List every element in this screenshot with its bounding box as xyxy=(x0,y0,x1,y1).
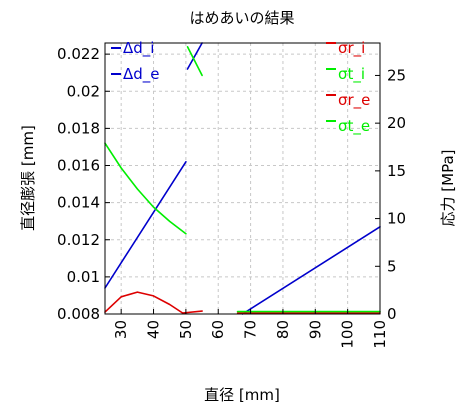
y-right-tick-label: 0 xyxy=(387,305,397,323)
plot-series xyxy=(104,42,381,315)
x-tick-label: 80 xyxy=(274,320,292,339)
series-line xyxy=(104,161,187,289)
x-axis-title: 直径 [mm] xyxy=(204,386,280,404)
y-left-axis-title: 直径膨張 [mm] xyxy=(19,125,37,231)
y-left-tick-label: 0.018 xyxy=(57,119,100,137)
x-tick-label: 110 xyxy=(371,320,389,349)
x-tick-label: 50 xyxy=(177,320,195,339)
y-right-tick-label: 5 xyxy=(387,257,397,275)
y-left-tick-label: 0.008 xyxy=(57,305,100,323)
chart-title: はめあいの結果 xyxy=(189,9,294,27)
x-tick-label: 100 xyxy=(339,320,357,349)
y-left-tick-label: 0.022 xyxy=(57,45,100,63)
legend-entry-label: σr_e xyxy=(338,91,370,110)
x-tick-label: 70 xyxy=(242,320,260,339)
legend-entry-label: σt_i xyxy=(338,65,365,84)
y-right-tick-label: 20 xyxy=(387,114,406,132)
y-right-tick-label: 10 xyxy=(387,210,406,228)
y-left-tick-label: 0.016 xyxy=(57,157,100,175)
y-left-tick-label: 0.014 xyxy=(57,194,100,212)
series-line xyxy=(186,42,203,70)
y-right-axis-title: 応力 [MPa] xyxy=(439,150,457,227)
y-left-tick-label: 0.02 xyxy=(67,82,100,100)
legend-entry-label: σr_i xyxy=(338,39,365,58)
plot-frame xyxy=(104,42,381,315)
y-right-tick-label: 25 xyxy=(387,66,406,84)
legends: Δd_i Δd_e σr_i σt_i σr_e σt_e xyxy=(111,39,370,136)
series-line xyxy=(186,45,203,77)
axes: 30 40 50 60 70 80 90 100 1100.0080.010.0120.0140… xyxy=(57,45,406,349)
series-line xyxy=(241,226,381,315)
x-tick-label: 90 xyxy=(306,320,324,339)
legend-entry-label: Δd_i xyxy=(123,39,154,58)
x-tick-label: 60 xyxy=(209,320,227,339)
y-left-tick-label: 0.012 xyxy=(57,231,100,249)
y-left-tick-label: 0.01 xyxy=(67,268,100,286)
series-line xyxy=(104,142,187,235)
x-tick-label: 40 xyxy=(145,320,163,339)
x-tick-label: 30 xyxy=(112,320,130,339)
grid xyxy=(105,43,380,314)
legend-entry-label: Δd_e xyxy=(123,65,160,84)
legend-entry-label: σt_e xyxy=(338,117,370,136)
y-right-tick-label: 15 xyxy=(387,162,406,180)
series-line xyxy=(104,291,184,314)
